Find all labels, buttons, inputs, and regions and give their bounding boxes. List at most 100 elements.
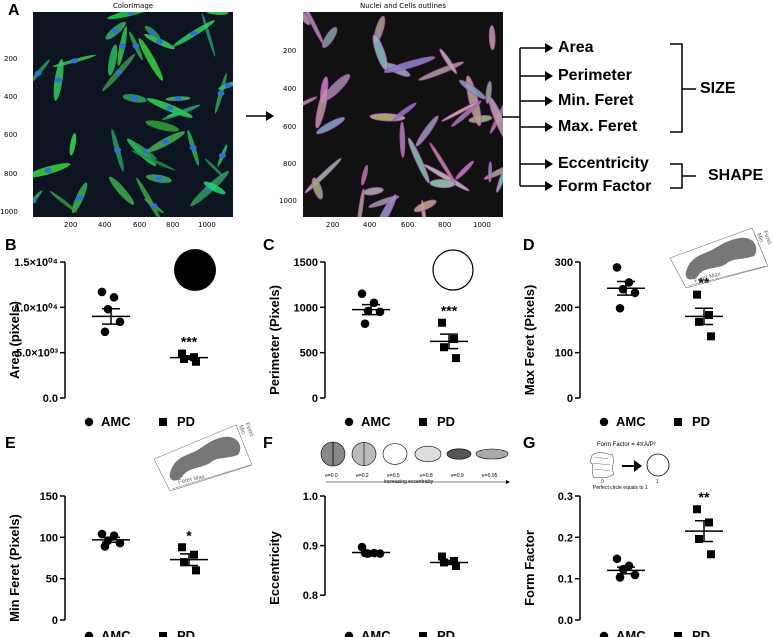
amc-legend-marker bbox=[599, 631, 609, 637]
cell-body bbox=[201, 12, 216, 57]
nucleus bbox=[114, 147, 122, 153]
pd-point bbox=[695, 317, 703, 326]
pd-legend-marker bbox=[159, 632, 167, 637]
panel-letter-g: G bbox=[523, 435, 536, 452]
nucleus bbox=[34, 70, 42, 76]
amc-point bbox=[115, 538, 125, 548]
y-tick-label: 0.2 bbox=[558, 532, 573, 544]
pd-point bbox=[705, 518, 713, 527]
cell-outline bbox=[399, 121, 406, 158]
left-y-tick: 800 bbox=[4, 170, 18, 178]
measure-eccentricity: Eccentricity bbox=[558, 155, 649, 172]
chart-min-feret: 0 50 100 150 Min Feret (Pixels) * AMC PD bbox=[7, 491, 208, 637]
nucleus bbox=[132, 43, 140, 49]
y-tick-label: 1.0 bbox=[303, 491, 318, 503]
nucleus bbox=[166, 105, 174, 111]
nucleus bbox=[189, 145, 197, 151]
y-tick-label: 100 bbox=[40, 532, 58, 544]
outline-micrograph bbox=[303, 12, 503, 217]
right-x-tick: 200 bbox=[326, 221, 340, 229]
right-x-tick: 400 bbox=[363, 221, 377, 229]
y-tick-label: 0.1 bbox=[558, 574, 573, 586]
ecc-label: e=0.95 bbox=[482, 473, 498, 479]
y-axis-label: Form Factor bbox=[522, 530, 537, 606]
cell-body bbox=[205, 12, 229, 15]
nucleus bbox=[149, 29, 157, 36]
right-y-tick: 200 bbox=[283, 47, 297, 55]
pd-point bbox=[178, 349, 186, 358]
y-tick-label: 0.3 bbox=[558, 491, 573, 503]
significance-label: *** bbox=[181, 334, 198, 350]
y-tick-label: 1000 bbox=[294, 302, 318, 314]
y-tick-label: 500 bbox=[300, 348, 318, 360]
significance-label: ** bbox=[699, 489, 710, 505]
pd-point bbox=[452, 354, 460, 363]
cell-body bbox=[49, 190, 78, 213]
right-y-tick: 1000 bbox=[279, 197, 297, 205]
nucleus bbox=[155, 176, 163, 182]
color-micrograph bbox=[33, 12, 233, 217]
nucleus bbox=[33, 198, 37, 204]
left-y-tick: 600 bbox=[4, 131, 18, 139]
cell-body bbox=[69, 133, 77, 156]
pd-point bbox=[190, 550, 198, 559]
y-tick-label: 0 bbox=[312, 393, 318, 405]
cell-body bbox=[136, 177, 161, 217]
y-tick-label: 5.0×10⁰³ bbox=[16, 348, 58, 360]
panel-letter-c: C bbox=[263, 237, 275, 254]
pd-point bbox=[707, 550, 715, 559]
cell-body bbox=[166, 111, 186, 118]
amc-legend-marker bbox=[84, 417, 94, 427]
left-x-tick: 800 bbox=[166, 221, 180, 229]
y-tick-label: 0 bbox=[567, 393, 573, 405]
amc-legend-label: AMC bbox=[616, 414, 646, 429]
nucleus bbox=[55, 77, 63, 83]
amc-point bbox=[612, 263, 622, 272]
y-tick-label: 200 bbox=[555, 302, 573, 314]
cell-outline bbox=[496, 159, 503, 193]
cell-body bbox=[109, 176, 135, 205]
amc-legend-marker bbox=[344, 631, 354, 637]
y-axis-label: Area (pixels) bbox=[7, 301, 22, 379]
measure-min-feret: Min. Feret bbox=[558, 92, 634, 109]
form-factor-formula: Form Factor = 4πA/P² bbox=[597, 442, 656, 448]
measure-max-feret: Max. Feret bbox=[558, 118, 638, 135]
chart-perimeter: 0 500 1000 1500 Perimeter (Pixels) *** AMC PD bbox=[267, 257, 468, 429]
ecc-label: e=0.5 bbox=[387, 473, 400, 479]
amc-point bbox=[357, 289, 367, 299]
cell-body bbox=[203, 181, 226, 195]
nucleus bbox=[115, 69, 123, 76]
significance-label: *** bbox=[441, 303, 458, 319]
amc-legend-label: AMC bbox=[101, 414, 131, 429]
pd-point bbox=[695, 534, 703, 543]
panel-letter-b: B bbox=[5, 237, 17, 254]
panel-letter-f: F bbox=[263, 435, 273, 452]
amc-legend-label: AMC bbox=[101, 628, 131, 637]
left-x-tick: 200 bbox=[64, 221, 78, 229]
left-y-tick: 200 bbox=[4, 55, 18, 63]
pd-point bbox=[693, 505, 701, 514]
y-tick-label: 0.0 bbox=[558, 615, 573, 627]
y-tick-label: 150 bbox=[40, 491, 58, 503]
y-axis-label: Min Feret (Pixels) bbox=[7, 514, 22, 622]
significance-label: ** bbox=[699, 275, 710, 291]
pd-point bbox=[452, 561, 460, 570]
nucleus bbox=[112, 28, 120, 34]
cell-outline bbox=[315, 87, 328, 129]
right-y-tick: 800 bbox=[283, 160, 297, 168]
ff-one: 1 bbox=[656, 479, 659, 485]
amc-legend-marker bbox=[599, 417, 609, 427]
ff-zero: 0 bbox=[601, 479, 604, 485]
nucleus bbox=[218, 152, 226, 159]
nucleus bbox=[118, 43, 126, 49]
y-tick-label: 1500 bbox=[294, 257, 318, 269]
y-axis-label: Perimeter (Pixels) bbox=[267, 285, 282, 395]
pd-legend-label: PD bbox=[437, 414, 455, 429]
cell-outline bbox=[316, 117, 345, 135]
chart-max-feret: 0 100 200 300 Max Feret (Pixels) ** AMC PD bbox=[522, 257, 723, 429]
y-tick-label: 1.0×10⁰⁴ bbox=[14, 302, 58, 314]
amc-point bbox=[624, 278, 634, 287]
amc-point bbox=[109, 293, 119, 302]
left-y-tick: 1000 bbox=[0, 208, 18, 216]
pd-legend-label: PD bbox=[692, 414, 710, 429]
